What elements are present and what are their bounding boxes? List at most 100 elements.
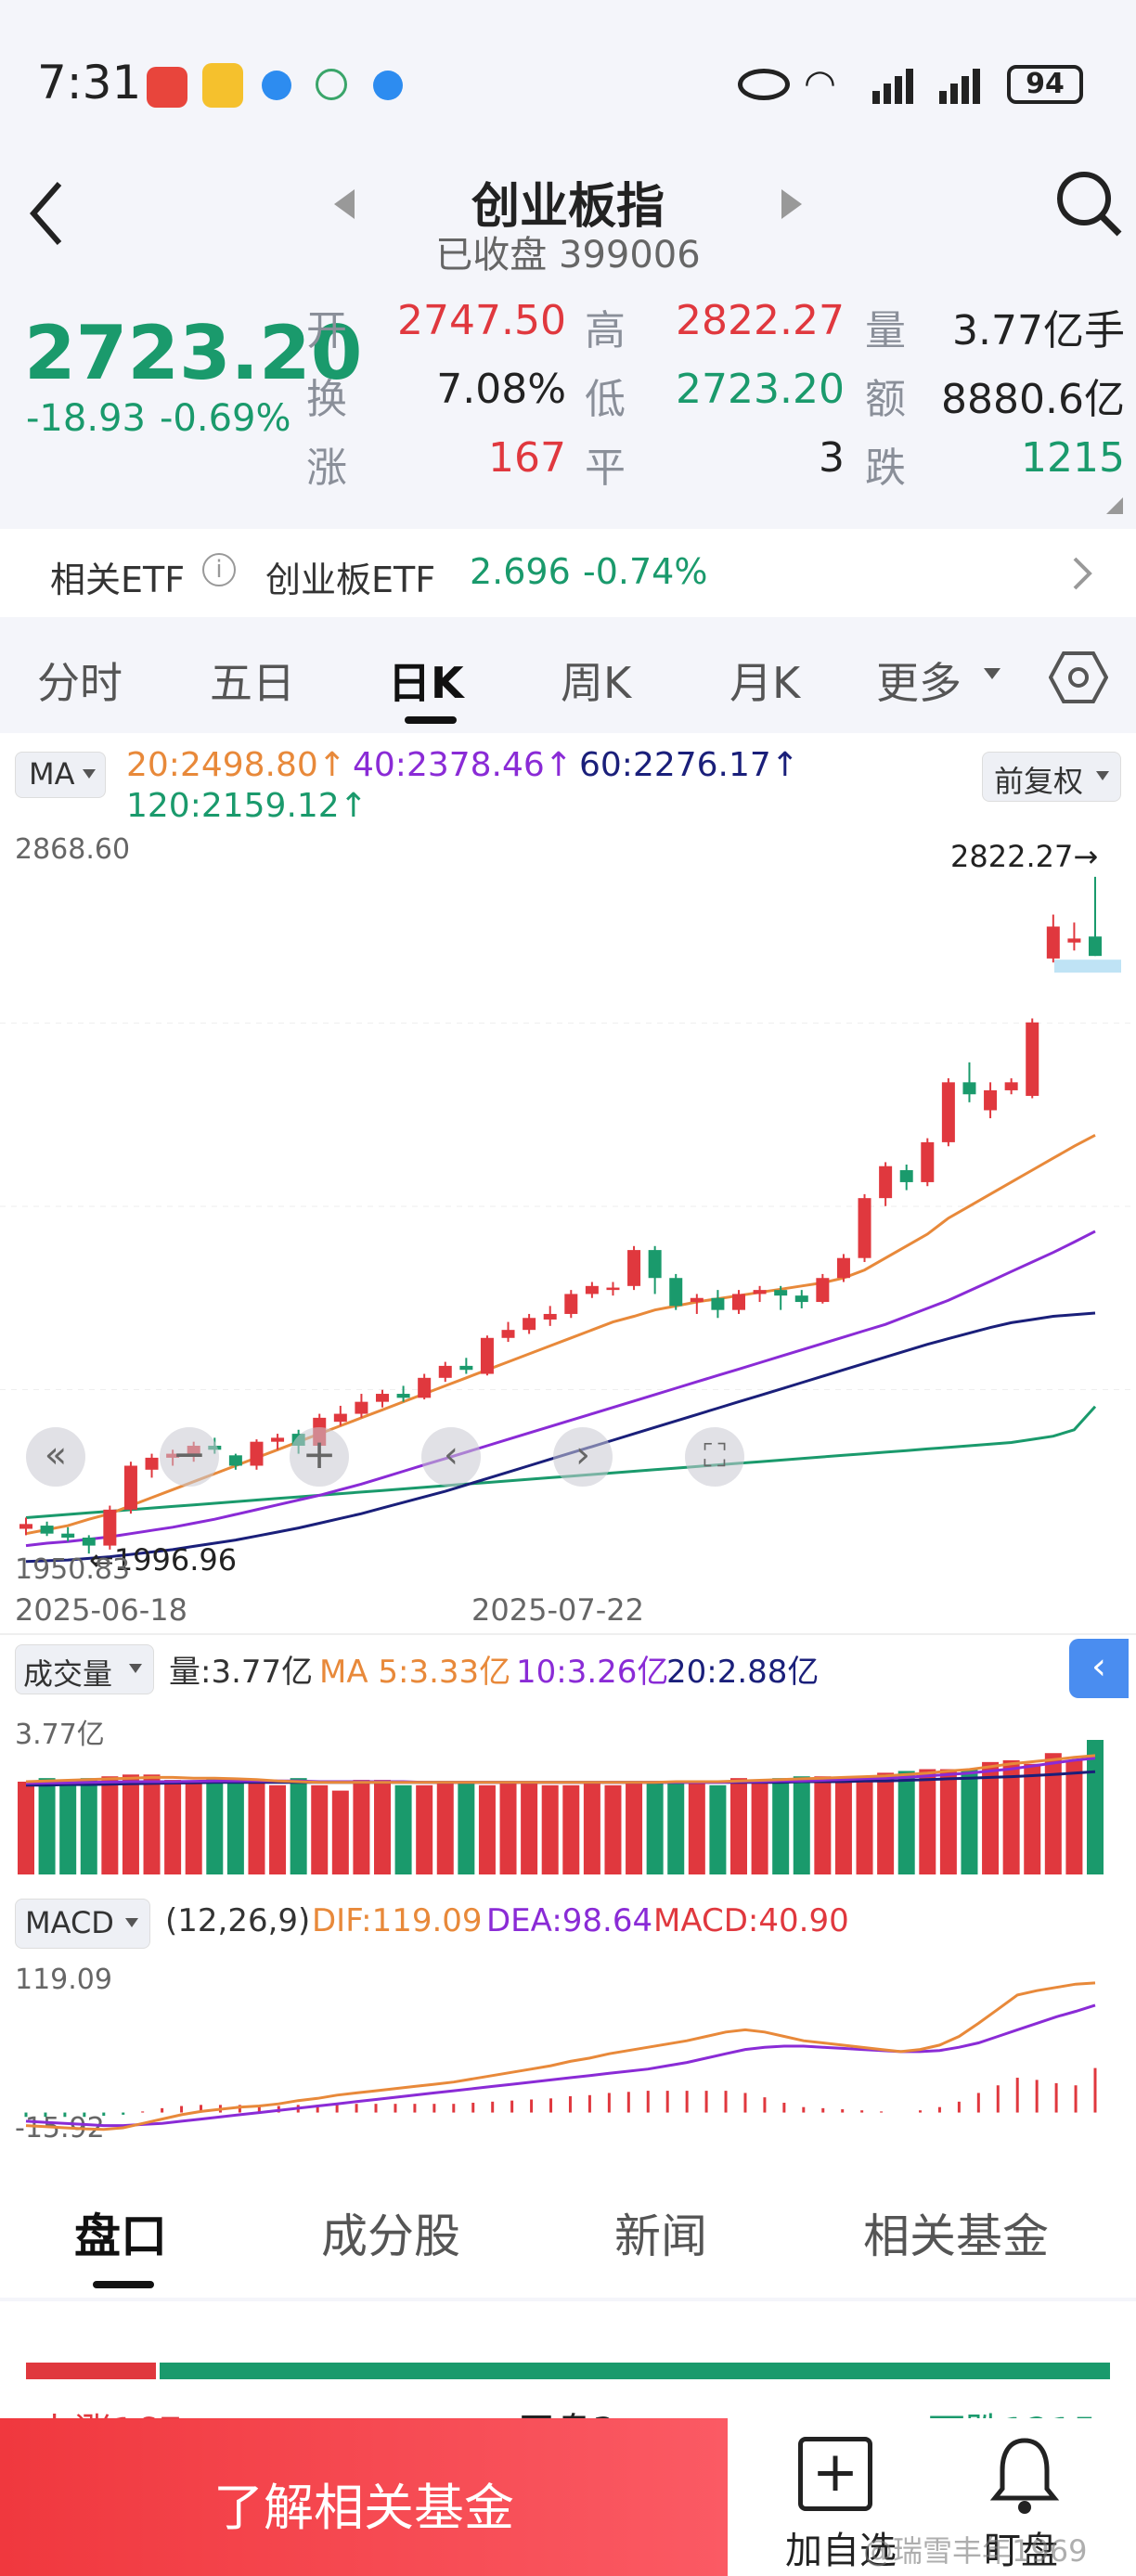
macd-selector[interactable]: MACD bbox=[15, 1899, 150, 1949]
candle-body bbox=[899, 1170, 913, 1182]
tab-monthly-k[interactable]: 月K bbox=[729, 658, 801, 708]
tab-intraday[interactable]: 分时 bbox=[37, 658, 123, 708]
open-label: 开 bbox=[306, 307, 347, 354]
volume-selector[interactable]: 成交量 bbox=[15, 1644, 154, 1694]
volume-bar bbox=[143, 1774, 161, 1874]
candle-body bbox=[774, 1290, 788, 1296]
status-time: 7:31 bbox=[37, 56, 142, 109]
candle-body bbox=[1046, 926, 1060, 959]
volume-bar bbox=[751, 1782, 768, 1874]
macd-params: (12,26,9) bbox=[165, 1902, 311, 1939]
scroll-right-icon[interactable]: › bbox=[553, 1427, 613, 1487]
next-arrow-icon[interactable] bbox=[778, 186, 806, 223]
adjust-selector[interactable]: 前复权 bbox=[982, 752, 1121, 802]
volume-bar bbox=[122, 1774, 139, 1874]
volume-selector-label: 成交量 bbox=[23, 1656, 113, 1692]
chevron-right-icon[interactable] bbox=[1067, 555, 1095, 592]
fullscreen-icon[interactable]: ⛶ bbox=[685, 1427, 744, 1487]
candle-body bbox=[836, 1257, 850, 1279]
volume-bar bbox=[856, 1778, 873, 1874]
tab-related-funds[interactable]: 相关基金 bbox=[863, 2209, 1049, 2263]
candle-body bbox=[61, 1533, 75, 1538]
volume-bar bbox=[416, 1784, 433, 1874]
tab-daily-k[interactable]: 日K bbox=[388, 658, 464, 708]
volume-bar bbox=[38, 1778, 56, 1874]
date-left: 2025-06-18 bbox=[15, 1592, 187, 1628]
volume-bar bbox=[1065, 1759, 1083, 1874]
volume-bar bbox=[646, 1782, 664, 1874]
candle-body bbox=[879, 1166, 893, 1199]
info-icon[interactable]: i bbox=[202, 553, 236, 586]
candle-body bbox=[103, 1509, 117, 1546]
ma60-value: 60:2276.17↑ bbox=[579, 746, 799, 784]
candle-body bbox=[962, 1082, 976, 1095]
candle-body bbox=[669, 1278, 683, 1307]
date-mid: 2025-07-22 bbox=[471, 1592, 644, 1628]
collapse-panel-icon[interactable]: ‹ bbox=[1069, 1639, 1129, 1698]
tab-news[interactable]: 新闻 bbox=[614, 2209, 707, 2263]
info-icon-glyph: i bbox=[215, 556, 223, 584]
macd-chart[interactable] bbox=[0, 1967, 1136, 2153]
tab-weekly-k[interactable]: 周K bbox=[561, 658, 632, 708]
macd-value: MACD:40.90 bbox=[653, 1902, 849, 1939]
k-axis-bottom: 1950.83 bbox=[15, 1553, 131, 1586]
volume-bar bbox=[269, 1784, 287, 1874]
amount-value: 8880.6亿 bbox=[941, 376, 1125, 423]
volume-axis-top: 3.77亿 bbox=[15, 1719, 105, 1751]
ma-selector[interactable]: MA bbox=[15, 752, 106, 798]
bell-icon[interactable] bbox=[988, 2433, 1062, 2517]
candle-body bbox=[355, 1401, 368, 1414]
scroll-left-icon[interactable]: ‹ bbox=[421, 1427, 481, 1487]
search-icon[interactable] bbox=[1052, 167, 1127, 241]
volume-current: 量:3.77亿 bbox=[169, 1654, 314, 1691]
add-watchlist-label[interactable]: 加自选 bbox=[785, 2530, 897, 2572]
scroll-left-fast-icon[interactable]: « bbox=[26, 1427, 85, 1487]
add-watchlist-icon[interactable]: + bbox=[798, 2437, 872, 2511]
k-high-label: 2822.27→ bbox=[950, 839, 1099, 874]
eye-icon bbox=[738, 69, 790, 100]
related-etf-bar[interactable]: 相关ETF i 创业板ETF 2.696 -0.74% bbox=[0, 529, 1136, 617]
high-label: 高 bbox=[585, 307, 626, 354]
volume-bar bbox=[59, 1783, 77, 1874]
volume-bar bbox=[772, 1778, 790, 1874]
tab-order-book[interactable]: 盘口 bbox=[74, 2209, 167, 2263]
zoom-out-icon[interactable]: − bbox=[160, 1427, 219, 1487]
price-change: -18.93 bbox=[26, 397, 146, 440]
tab-five-day[interactable]: 五日 bbox=[210, 658, 295, 708]
up-count-label: 涨 bbox=[306, 444, 347, 492]
candle-body bbox=[690, 1297, 704, 1303]
learn-funds-button[interactable]: 了解相关基金 bbox=[0, 2418, 728, 2576]
volume-bar bbox=[793, 1776, 810, 1874]
candle-body bbox=[123, 1465, 137, 1510]
last-price: 2723.20 bbox=[24, 310, 363, 396]
candle-body bbox=[228, 1455, 242, 1466]
candle-body bbox=[794, 1295, 808, 1303]
candle-body bbox=[145, 1457, 159, 1470]
volume-bar bbox=[626, 1782, 643, 1874]
detail-tabs: 盘口 成分股 新闻 相关基金 bbox=[0, 2162, 1136, 2298]
back-icon[interactable] bbox=[24, 176, 71, 251]
tab-more[interactable]: 更多 bbox=[876, 658, 962, 708]
candle-body bbox=[543, 1313, 557, 1320]
volume-bar bbox=[667, 1783, 685, 1874]
tab-constituents[interactable]: 成分股 bbox=[321, 2209, 460, 2263]
volume-bar bbox=[1024, 1763, 1041, 1874]
battery-level: 94 bbox=[1026, 68, 1065, 100]
candle-body bbox=[82, 1537, 96, 1546]
wifi-icon: ◠ bbox=[804, 62, 836, 105]
prev-arrow-icon[interactable] bbox=[330, 186, 358, 223]
settings-hexagon-icon[interactable] bbox=[1049, 650, 1108, 705]
watch-label[interactable]: 盯盘 bbox=[984, 2530, 1058, 2572]
macd-selector-label: MACD bbox=[25, 1905, 114, 1940]
ma-caret-icon bbox=[83, 769, 96, 779]
breadth-up-bar bbox=[26, 2363, 156, 2379]
volume-chart[interactable] bbox=[0, 1717, 1136, 1884]
candle-body bbox=[732, 1294, 745, 1310]
high-value: 2822.27 bbox=[676, 297, 845, 344]
candle-body bbox=[19, 1524, 32, 1529]
volume-bar bbox=[562, 1784, 580, 1874]
expand-corner-icon[interactable] bbox=[1106, 497, 1123, 514]
candlestick-chart[interactable] bbox=[0, 831, 1136, 1587]
weibo-app-icon bbox=[202, 63, 243, 108]
zoom-in-icon[interactable]: + bbox=[290, 1427, 349, 1487]
